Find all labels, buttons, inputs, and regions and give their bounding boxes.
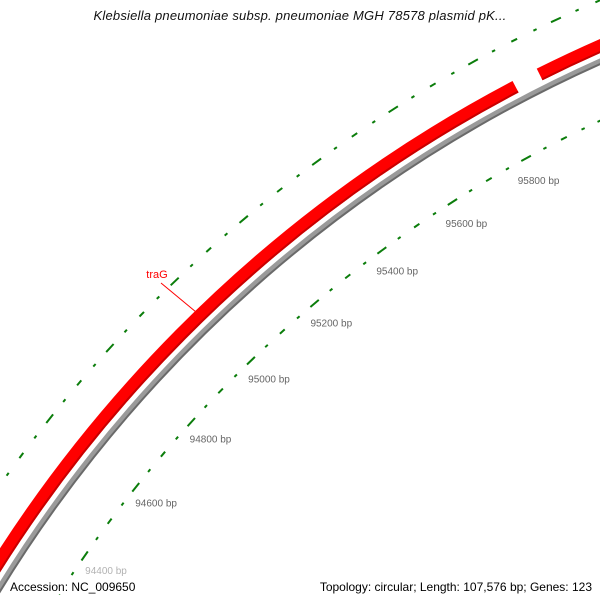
gene-feature-edge <box>0 90 519 573</box>
ruler-label: 94600 bp <box>135 499 177 510</box>
ruler-labels: 94400 bp 94600 bp 94800 bp 95000 bp 95200 bp… <box>85 176 560 577</box>
ruler-tick <box>388 105 399 114</box>
ruler-tick <box>70 571 75 576</box>
ruler-tick <box>397 236 402 240</box>
ruler-tick <box>80 550 89 562</box>
ruler-tick <box>105 343 115 353</box>
backbone-arc <box>0 58 600 594</box>
ruler-tick <box>45 413 54 424</box>
ruler-tick <box>329 287 334 292</box>
status-bar: Accession: NC_009650 Topology: circular;… <box>10 580 592 594</box>
ruler-tick <box>33 435 38 439</box>
gene-feature-edge <box>541 51 600 81</box>
ruler-label: 95400 bp <box>376 266 418 277</box>
ruler-tick <box>203 404 208 409</box>
ruler-tick <box>62 398 67 403</box>
ruler-tick <box>296 173 301 178</box>
ruler-label: 95000 bp <box>248 375 290 386</box>
gene-label-group: traG <box>146 269 197 313</box>
ruler-tick <box>276 187 283 193</box>
ruler-tick <box>510 37 518 43</box>
ruler-tick <box>18 452 25 459</box>
gene-label-leader-line <box>160 282 197 313</box>
ruler-tick <box>189 263 194 268</box>
ruler-tick <box>106 517 113 525</box>
ruler-tick <box>467 58 479 66</box>
ruler-tick <box>92 363 97 368</box>
inner-tick-marks <box>58 119 600 595</box>
ruler-tick <box>520 154 532 162</box>
ruler-tick <box>532 28 538 32</box>
ruler-tick <box>429 82 437 88</box>
ruler-tick <box>186 417 196 427</box>
accession-text: Accession: NC_009650 <box>10 580 136 594</box>
ruler-tick <box>170 276 180 287</box>
ruler-tick <box>264 344 269 348</box>
ruler-tick <box>468 188 473 193</box>
ruler-tick <box>138 311 145 318</box>
ruler-tick <box>550 16 562 24</box>
ruler-tick <box>450 71 455 75</box>
ruler-tick <box>575 8 580 12</box>
ruler-tick <box>309 299 320 308</box>
outer-tick-marks <box>5 0 600 477</box>
ruler-tick <box>560 136 568 141</box>
ruler-tick <box>233 373 238 378</box>
ruler-tick <box>95 536 99 541</box>
ruler-tick <box>217 387 224 394</box>
ruler-tick <box>76 379 83 387</box>
ruler-tick <box>147 468 152 473</box>
ruler-tick <box>160 451 166 458</box>
ruler-tick <box>175 436 179 441</box>
ruler-tick <box>371 120 376 124</box>
ruler-tick <box>362 261 367 266</box>
backbone-line <box>0 58 600 591</box>
ruler-tick <box>205 246 212 253</box>
ruler-tick <box>410 95 415 99</box>
ruler-tick <box>505 167 510 171</box>
ruler-tick <box>311 157 322 166</box>
backbone-shadow-line <box>0 63 600 594</box>
ruler-tick <box>344 273 351 280</box>
ruler-tick <box>259 202 264 207</box>
topology-text: Topology: circular; Length: 107,576 bp; … <box>319 580 592 594</box>
ruler-tick <box>432 211 437 216</box>
ruler-tick <box>485 177 493 183</box>
gene-feature-arc[interactable] <box>536 0 600 81</box>
gene-feature-arc-traG[interactable] <box>0 81 519 600</box>
ruler-tick <box>595 0 600 4</box>
ruler-tick <box>597 119 600 123</box>
ruler-tick <box>120 502 125 507</box>
ruler-tick <box>246 356 256 366</box>
ruler-tick <box>542 146 547 150</box>
ruler-tick <box>238 215 249 224</box>
ruler-label: 95800 bp <box>518 176 560 187</box>
ruler-tick <box>156 295 160 300</box>
ruler-tick <box>413 222 420 229</box>
ruler-tick <box>447 198 458 206</box>
ruler-tick <box>581 127 586 131</box>
ruler-tick <box>351 132 358 138</box>
ruler-label: 95200 bp <box>310 318 352 329</box>
ruler-tick <box>224 232 229 237</box>
ruler-label: 94800 bp <box>190 435 232 446</box>
ruler-label: 95600 bp <box>446 219 488 230</box>
ruler-tick <box>333 146 338 151</box>
ruler-tick <box>5 472 10 477</box>
gene-label-traG[interactable]: traG <box>146 269 167 281</box>
ruler-tick <box>376 246 387 255</box>
ruler-label: 94400 bp <box>85 566 127 577</box>
ruler-tick <box>296 315 301 320</box>
page-title: Klebsiella pneumoniae subsp. pneumoniae … <box>93 8 507 23</box>
ruler-tick <box>123 329 128 333</box>
ruler-tick <box>491 49 496 53</box>
ruler-tick <box>279 328 286 335</box>
ruler-tick <box>131 482 140 493</box>
